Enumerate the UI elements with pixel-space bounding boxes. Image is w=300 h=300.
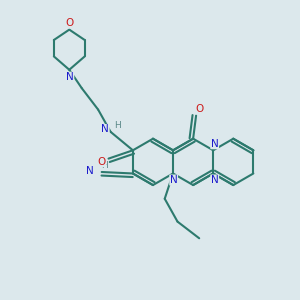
Text: N: N bbox=[170, 175, 178, 185]
Text: N: N bbox=[101, 124, 109, 134]
Text: H: H bbox=[101, 161, 108, 170]
Text: O: O bbox=[66, 18, 74, 28]
Text: O: O bbox=[196, 104, 204, 114]
Text: O: O bbox=[98, 157, 106, 166]
Text: N: N bbox=[211, 175, 219, 185]
Text: N: N bbox=[211, 139, 219, 149]
Text: H: H bbox=[114, 121, 121, 130]
Text: N: N bbox=[66, 72, 74, 82]
Text: N: N bbox=[85, 166, 93, 176]
